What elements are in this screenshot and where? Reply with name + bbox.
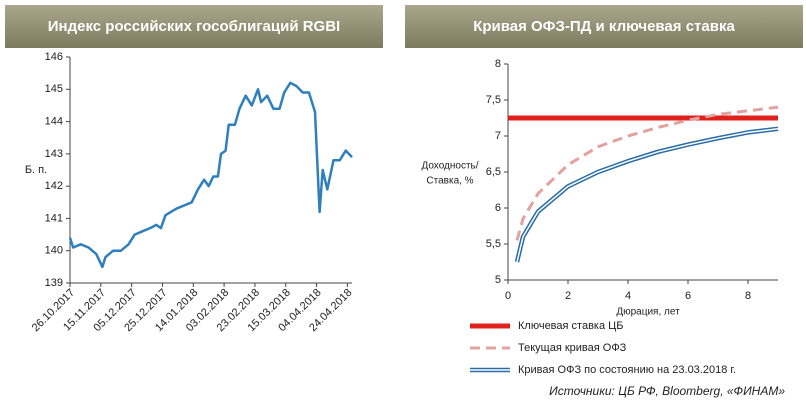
x-axis-label: Дюрация, лет: [616, 307, 680, 318]
title-bar: [405, 5, 803, 48]
y-tick-label: 142: [45, 180, 63, 192]
y-tick-label: 146: [45, 51, 63, 63]
y-axis-label: Доходность/: [421, 161, 478, 172]
legend-label: Ключевая ставка ЦБ: [518, 320, 624, 332]
y-axis-label: Б. п.: [25, 164, 47, 176]
chart-title: Кривая ОФЗ-ПД и ключевая ставка: [473, 18, 735, 35]
legend-label: Кривая ОФЗ по состоянию на 23.03.2018 г.: [518, 364, 736, 376]
data-line-inner: [516, 128, 779, 263]
y-tick-label: 5: [495, 274, 501, 286]
legend-label: Текущая кривая ОФЗ: [518, 342, 627, 354]
title-bar: [5, 5, 383, 48]
x-tick-label: 6: [685, 290, 691, 302]
y-tick-label: 6,5: [486, 166, 501, 178]
y-tick-label: 5,5: [486, 238, 501, 250]
x-tick-label: 0: [505, 290, 511, 302]
y-tick-label: 7: [495, 130, 501, 142]
y-tick-label: 8: [495, 58, 501, 70]
x-tick-label: 4: [625, 290, 631, 302]
x-tick-label: 2: [565, 290, 571, 302]
y-tick-label: 6: [495, 202, 501, 214]
x-tick-label: 8: [745, 290, 751, 302]
data-line: [515, 105, 779, 241]
chart-title: Индекс российских гособлигаций RGBI: [48, 18, 340, 35]
y-tick-label: 141: [45, 212, 63, 224]
source: Источники: ЦБ РФ, Bloomberg, «ФИНАМ»: [549, 384, 785, 398]
y-tick-label: 7,5: [486, 94, 501, 106]
y-tick-label: 144: [45, 115, 63, 127]
y-tick-label: 145: [45, 83, 63, 95]
y-tick-label: 139: [45, 277, 63, 289]
y-tick-label: 140: [45, 245, 63, 257]
y-axis-label: Ставка, %: [426, 176, 473, 187]
data-line: [68, 81, 353, 269]
y-tick-label: 143: [45, 148, 63, 160]
